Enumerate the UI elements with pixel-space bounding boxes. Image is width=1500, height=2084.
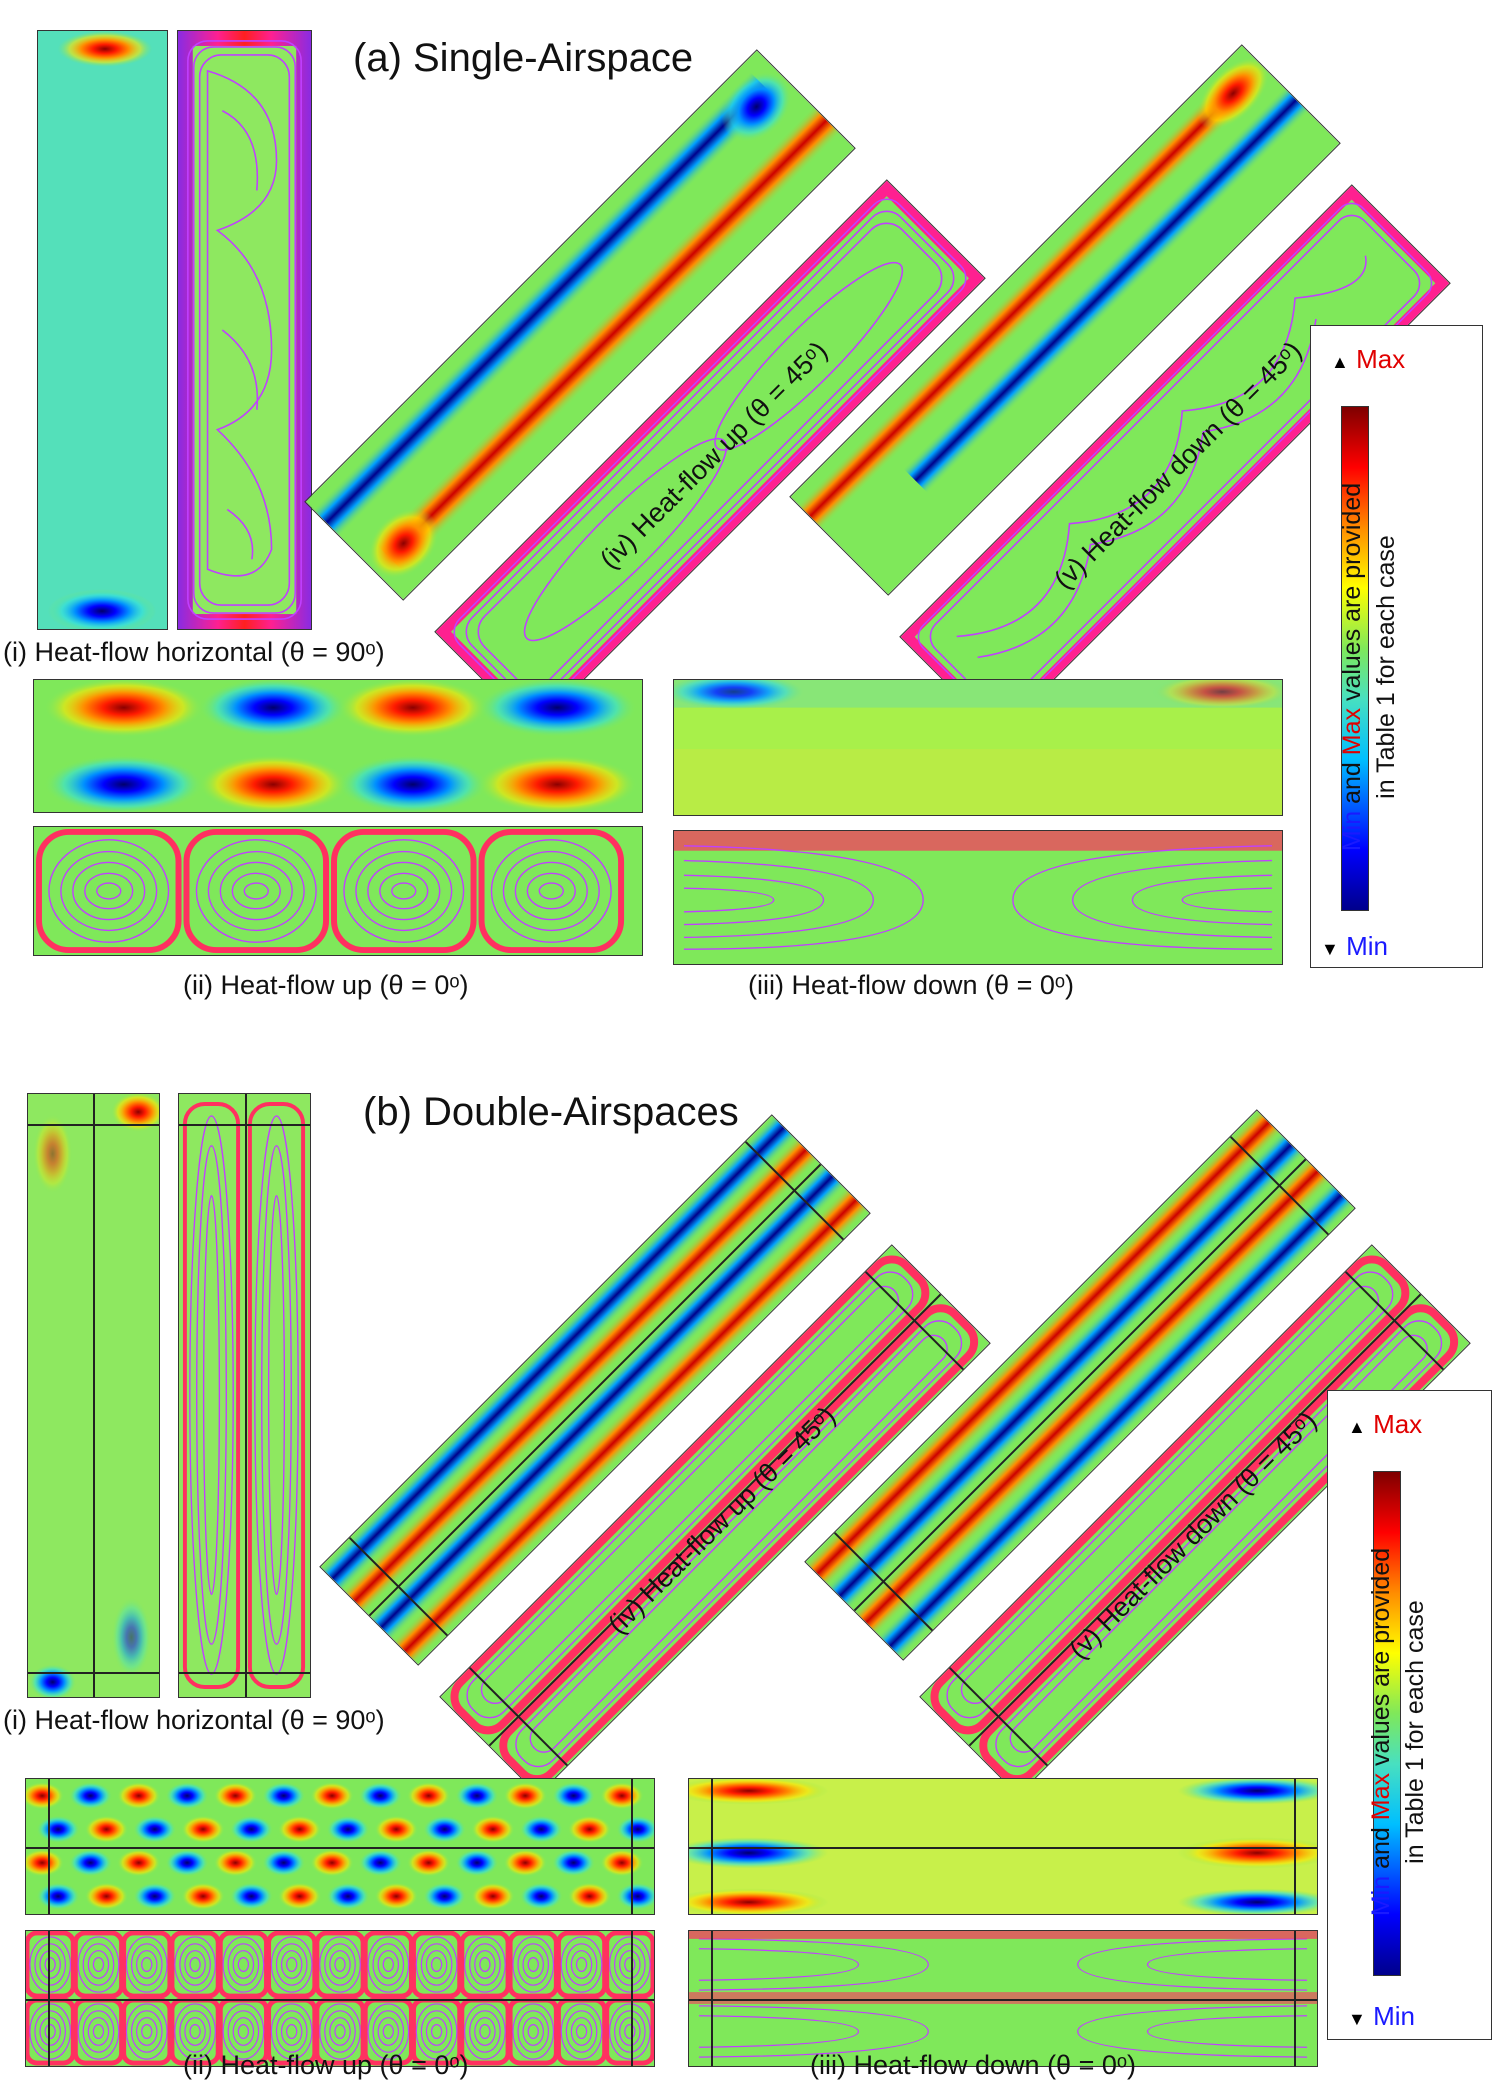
a-iii-velocity-panel: [673, 830, 1283, 965]
b-caption-ii: (ii) Heat-flow up (θ = 0ᵒ): [183, 2050, 469, 2080]
b-v-temperature-panel: [804, 1109, 1356, 1661]
b-ii-temperature-panel: [25, 1778, 655, 1915]
legend-a-colorbar: [1341, 406, 1369, 911]
legend-a-max: ▲ Max: [1331, 344, 1406, 374]
legend-a-note: Min and Max values are provided in Table …: [1338, 482, 1400, 852]
a-iv-temperature-panel: [304, 49, 856, 601]
legend-b-colorbar: [1373, 1471, 1401, 1976]
b-ii-velocity-panel: [25, 1930, 655, 2067]
legend-b: ▲ Max Min and Max values are provided in …: [1327, 1390, 1492, 2040]
b-iii-velocity-panel: [688, 1930, 1318, 2067]
a-i-temperature-panel: [37, 30, 168, 630]
legend-a-min: ▼ Min: [1321, 931, 1388, 961]
b-iii-temperature-panel: [688, 1778, 1318, 1915]
b-i-velocity-panel: [178, 1093, 311, 1698]
legend-b-note: Min and Max values are provided in Table …: [1367, 1547, 1429, 1917]
b-v-velocity-panel: [919, 1244, 1471, 1796]
b-iv-temperature-panel: [319, 1114, 871, 1666]
a-i-velocity-panel: [177, 30, 312, 630]
a-v-temperature-panel: [789, 44, 1341, 596]
b-i-temperature-panel: [27, 1093, 160, 1698]
legend-b-max: ▲ Max: [1348, 1409, 1423, 1439]
legend-a: ▲ Max Min and Max values are provided in …: [1310, 325, 1483, 968]
section-b-title: (b) Double-Airspaces: [363, 1090, 739, 1134]
a-caption-i: (i) Heat-flow horizontal (θ = 90ᵒ): [3, 637, 385, 667]
b-caption-i: (i) Heat-flow horizontal (θ = 90ᵒ): [3, 1705, 385, 1735]
a-ii-temperature-panel: [33, 679, 643, 813]
a-ii-velocity-panel: [33, 826, 643, 956]
b-caption-iii: (iii) Heat-flow down (θ = 0ᵒ): [810, 2050, 1137, 2080]
b-iv-velocity-panel: [439, 1244, 991, 1796]
a-caption-iii: (iii) Heat-flow down (θ = 0ᵒ): [748, 970, 1075, 1000]
section-a-title: (a) Single-Airspace: [353, 36, 694, 80]
a-iii-temperature-panel: [673, 679, 1283, 816]
a-caption-ii: (ii) Heat-flow up (θ = 0ᵒ): [183, 970, 469, 1000]
legend-b-min: ▼ Min: [1348, 2001, 1415, 2031]
